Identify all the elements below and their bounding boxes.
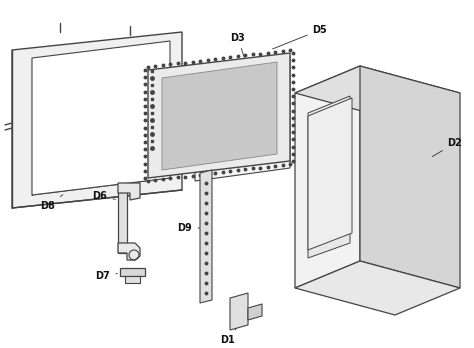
Polygon shape — [248, 304, 262, 320]
Polygon shape — [12, 32, 182, 208]
Polygon shape — [295, 66, 460, 120]
Polygon shape — [308, 96, 350, 258]
Polygon shape — [295, 66, 360, 288]
Text: D1: D1 — [220, 318, 243, 345]
Text: D8: D8 — [41, 195, 63, 211]
Polygon shape — [148, 53, 290, 178]
Polygon shape — [120, 268, 145, 276]
Text: D6: D6 — [92, 191, 115, 201]
Polygon shape — [308, 98, 352, 250]
Text: D5: D5 — [273, 25, 328, 49]
Text: D2: D2 — [432, 138, 462, 157]
Text: D7: D7 — [96, 271, 117, 281]
Text: D3: D3 — [231, 33, 246, 57]
Polygon shape — [118, 188, 127, 253]
Polygon shape — [118, 183, 140, 200]
Polygon shape — [360, 66, 460, 288]
Polygon shape — [32, 41, 170, 195]
Polygon shape — [195, 56, 290, 181]
Polygon shape — [295, 261, 460, 315]
Text: D4: D4 — [308, 218, 325, 235]
Polygon shape — [230, 293, 248, 330]
Polygon shape — [200, 170, 212, 303]
Polygon shape — [162, 62, 277, 170]
Polygon shape — [125, 276, 140, 283]
Text: D9: D9 — [178, 223, 200, 233]
Polygon shape — [118, 243, 140, 260]
